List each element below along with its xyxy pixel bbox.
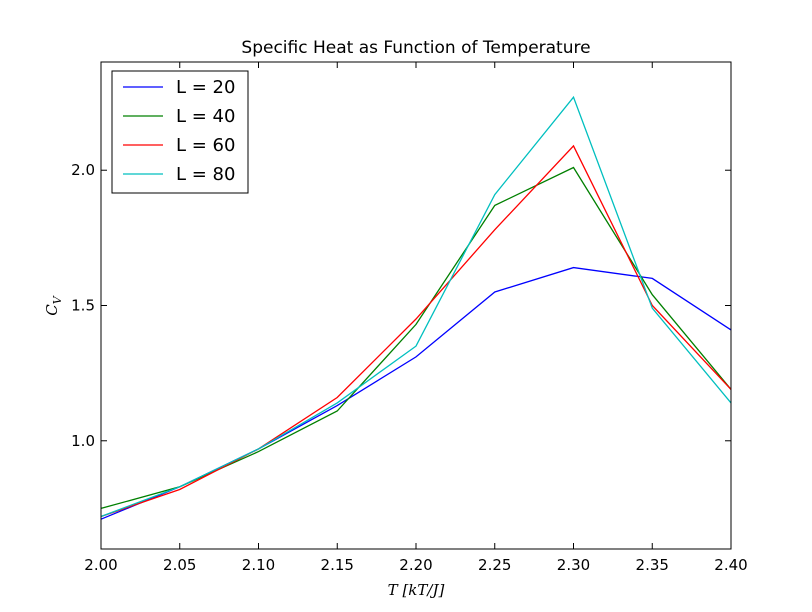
x-tick-label: 2.35: [636, 556, 669, 574]
y-tick-label: 2.0: [71, 161, 95, 179]
x-tick-label: 2.20: [399, 556, 432, 574]
x-axis-label: T [kT/J]: [388, 581, 445, 599]
tick-labels: 2.00 2.05 2.10 2.15 2.20 2.25 2.30 2.35 2.40 1.0 1…: [71, 161, 748, 574]
axis-ticks: [100, 62, 732, 549]
chart-title: Specific Heat as Function of Temperature: [241, 38, 590, 58]
y-axis-label-sub: V: [51, 295, 64, 304]
series-line-4: [100, 95, 732, 518]
y-axis-label: CV: [43, 295, 64, 315]
plot-lines: [100, 95, 732, 520]
x-tick-label: 2.05: [163, 556, 196, 574]
y-tick-label: 1.5: [71, 297, 95, 315]
legend-items: L = 20 L = 40 L = 60 L = 80: [123, 77, 235, 185]
legend-label: L = 20: [176, 77, 235, 98]
legend: L = 20 L = 40 L = 60 L = 80: [111, 70, 249, 194]
y-tick-label: 1.0: [71, 432, 95, 450]
x-tick-label: 2.00: [84, 556, 117, 574]
x-tick-label: 2.15: [321, 556, 354, 574]
legend-label: L = 80: [176, 164, 235, 185]
axis-labels: T [kT/J] CV: [43, 295, 444, 599]
x-tick-label: 2.40: [714, 556, 747, 574]
x-tick-label: 2.10: [242, 556, 275, 574]
x-tick-label: 2.30: [557, 556, 590, 574]
y-axis-label-main: C: [43, 304, 61, 316]
x-tick-label: 2.25: [478, 556, 511, 574]
series-line-3: [100, 144, 732, 518]
legend-label: L = 40: [176, 106, 235, 127]
legend-label: L = 60: [176, 135, 235, 156]
legend-box: [111, 70, 249, 194]
